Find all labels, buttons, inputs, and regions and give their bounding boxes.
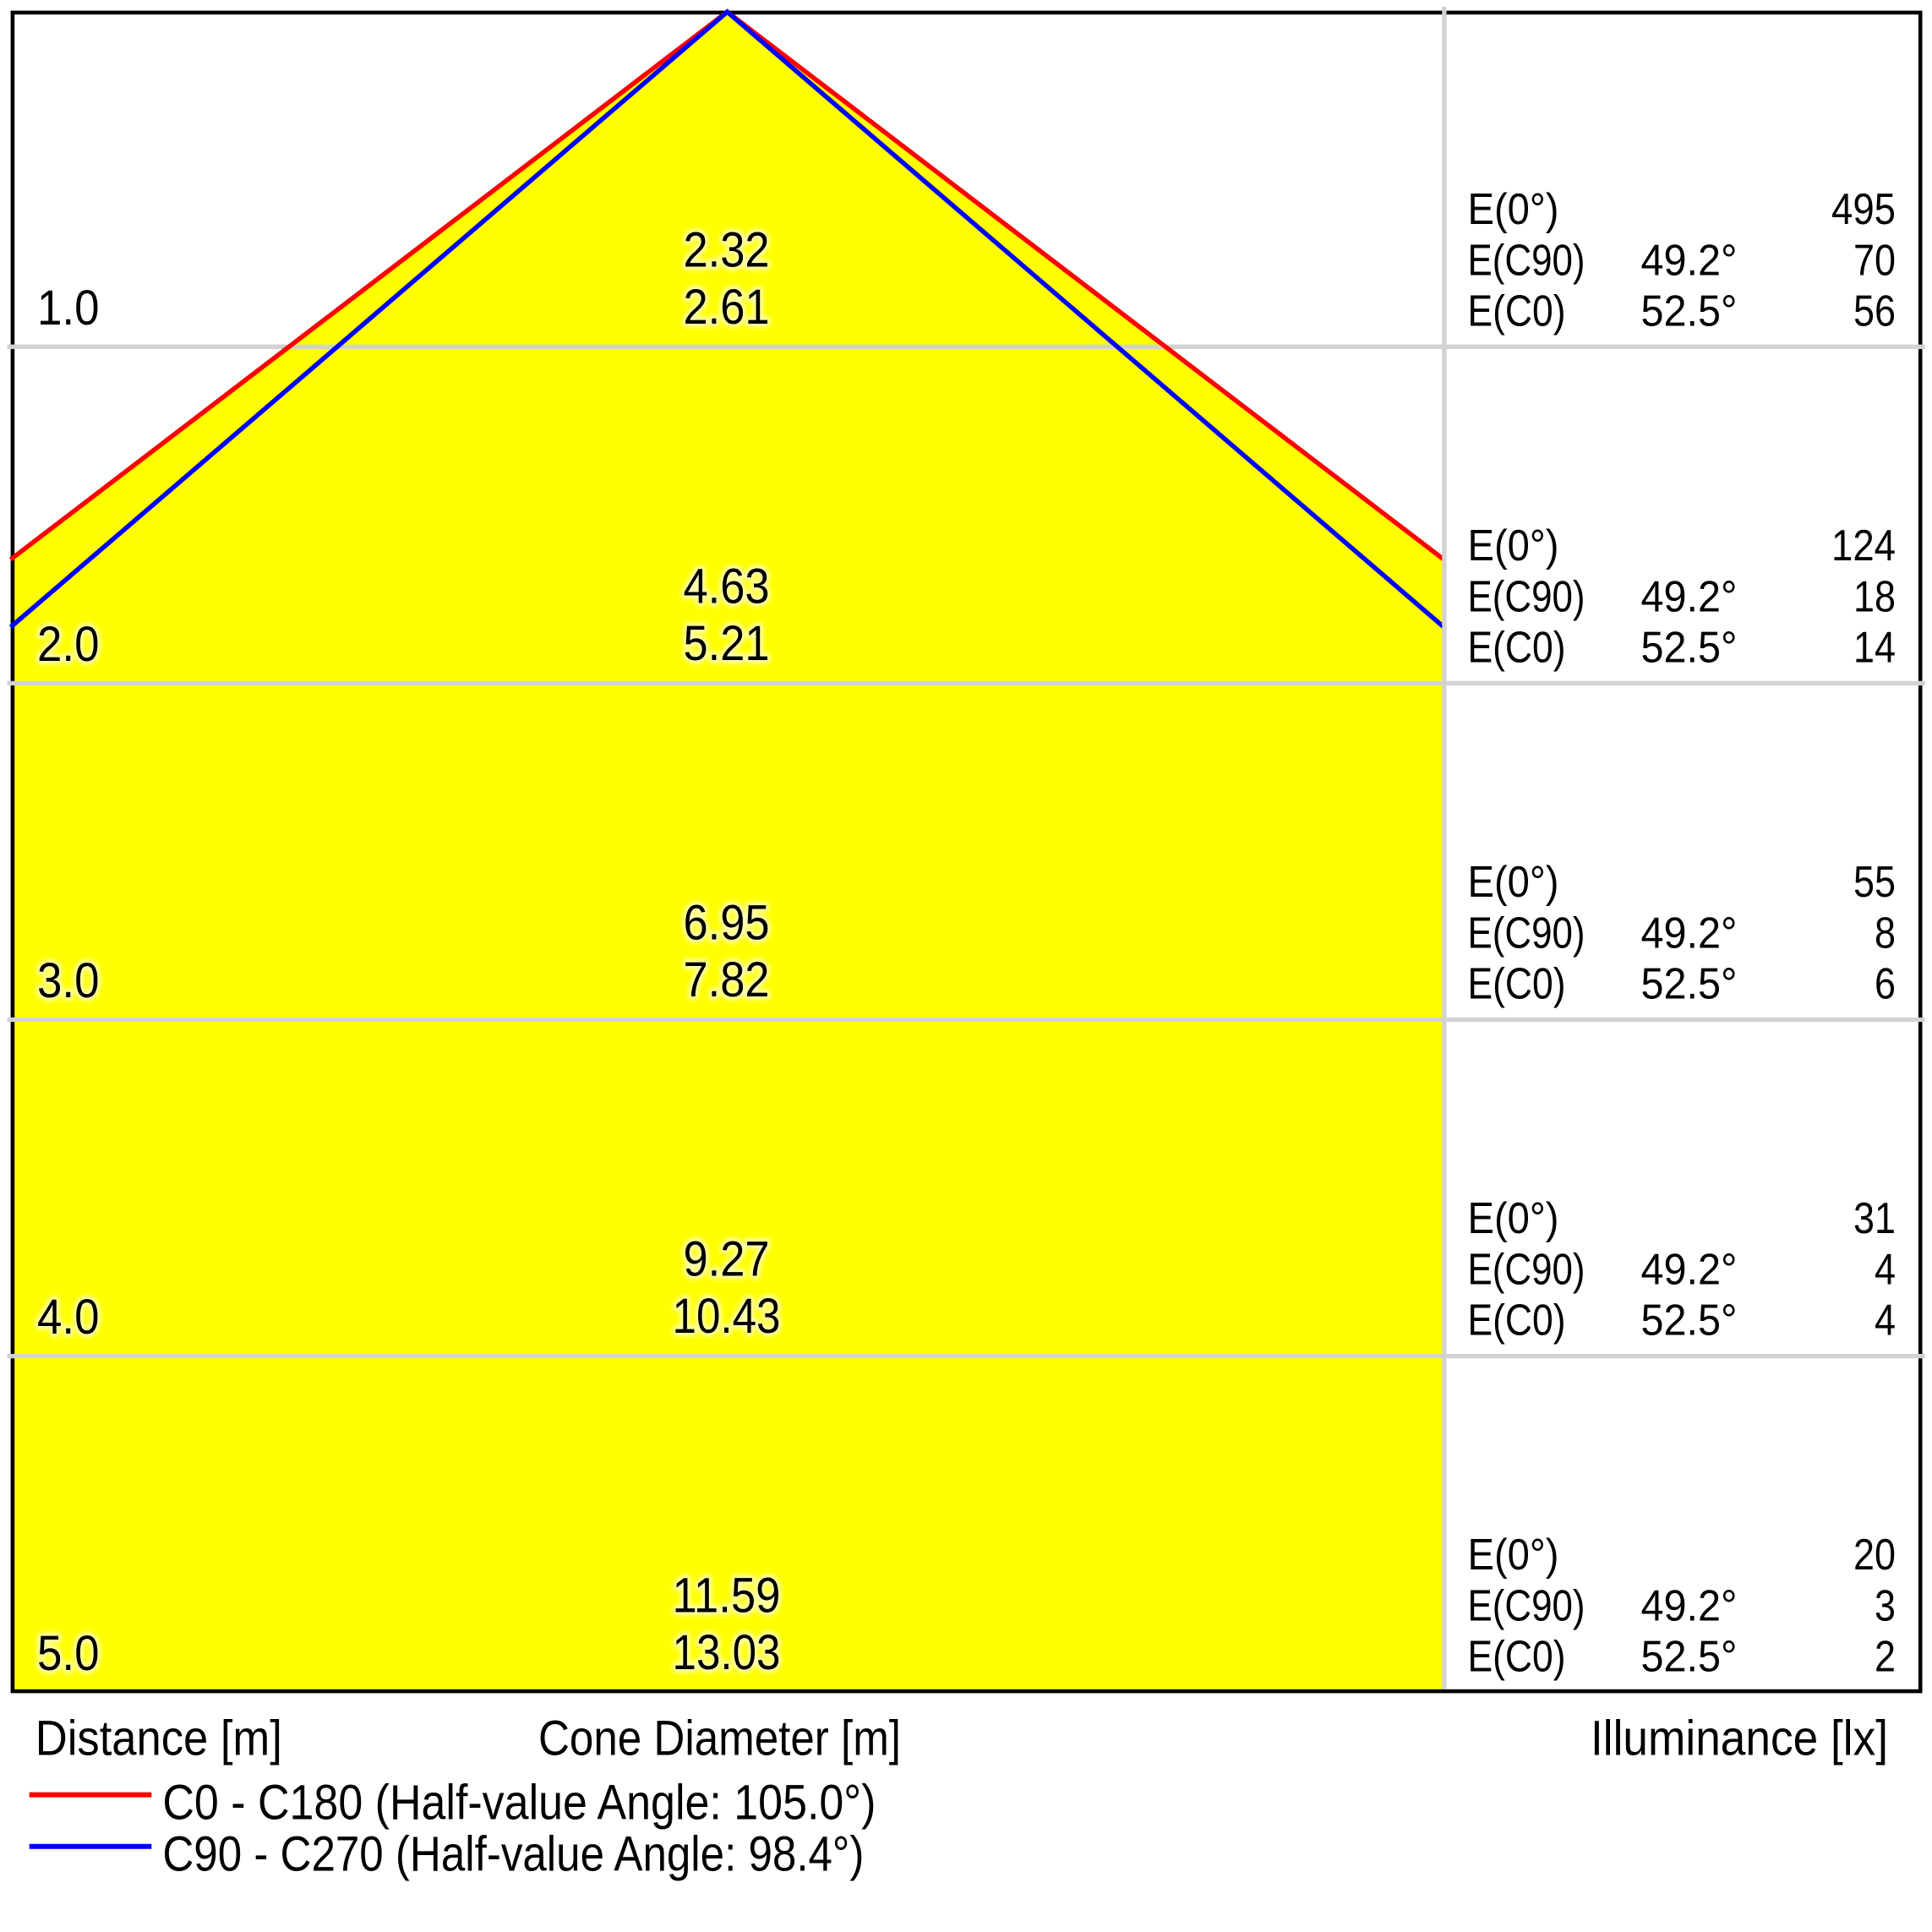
svg-text:E(C0): E(C0) — [1468, 1296, 1566, 1345]
svg-text:1.0: 1.0 — [37, 281, 100, 336]
svg-text:495: 495 — [1831, 184, 1896, 233]
svg-text:6.95: 6.95 — [684, 895, 770, 950]
svg-text:3.0: 3.0 — [37, 953, 100, 1008]
svg-text:13.03: 13.03 — [673, 1625, 781, 1680]
svg-text:C0 - C180 (Half-value Angle: 1: C0 - C180 (Half-value Angle: 105.0°) — [162, 1775, 876, 1830]
svg-text:49.2°: 49.2° — [1641, 571, 1738, 620]
svg-text:Illuminance [lx]: Illuminance [lx] — [1591, 1711, 1888, 1766]
svg-text:18: 18 — [1853, 571, 1896, 620]
svg-text:2.32: 2.32 — [684, 222, 770, 277]
svg-text:3: 3 — [1875, 1581, 1896, 1630]
svg-text:Distance [m]: Distance [m] — [35, 1711, 282, 1766]
svg-text:20: 20 — [1853, 1530, 1896, 1579]
svg-text:Cone Diameter [m]: Cone Diameter [m] — [538, 1711, 901, 1766]
svg-text:52.5°: 52.5° — [1641, 623, 1738, 672]
svg-text:E(C90): E(C90) — [1468, 1581, 1585, 1630]
svg-text:10.43: 10.43 — [673, 1289, 781, 1344]
svg-text:9.27: 9.27 — [684, 1232, 770, 1287]
svg-text:4.63: 4.63 — [684, 559, 770, 614]
svg-text:4.0: 4.0 — [37, 1290, 100, 1345]
svg-text:5.21: 5.21 — [684, 616, 770, 671]
svg-text:52.5°: 52.5° — [1641, 1632, 1738, 1681]
svg-text:5.0: 5.0 — [37, 1626, 100, 1681]
svg-text:4: 4 — [1875, 1296, 1896, 1345]
svg-text:49.2°: 49.2° — [1641, 908, 1738, 957]
svg-text:4.63: 4.63 — [684, 559, 770, 614]
svg-text:55: 55 — [1853, 857, 1896, 906]
svg-text:1.0: 1.0 — [37, 281, 100, 336]
svg-text:13.03: 13.03 — [673, 1625, 781, 1680]
svg-text:10.43: 10.43 — [673, 1289, 781, 1344]
svg-text:7.82: 7.82 — [684, 952, 770, 1007]
svg-text:5.21: 5.21 — [684, 616, 770, 671]
svg-text:3.0: 3.0 — [37, 953, 100, 1008]
svg-text:8: 8 — [1875, 908, 1896, 957]
svg-text:70: 70 — [1853, 235, 1896, 284]
svg-text:E(C90): E(C90) — [1468, 571, 1585, 620]
svg-text:E(C90): E(C90) — [1468, 1244, 1585, 1293]
svg-text:14: 14 — [1853, 623, 1896, 672]
svg-text:2.61: 2.61 — [684, 280, 770, 335]
svg-text:2: 2 — [1875, 1632, 1896, 1681]
svg-text:5.0: 5.0 — [37, 1626, 100, 1681]
svg-text:E(C0): E(C0) — [1468, 623, 1566, 672]
svg-text:E(0°): E(0°) — [1468, 184, 1559, 233]
svg-text:49.2°: 49.2° — [1641, 1581, 1738, 1630]
svg-text:C90 - C270 (Half-value Angle:: C90 - C270 (Half-value Angle: 98.4°) — [162, 1826, 864, 1881]
svg-text:11.59: 11.59 — [673, 1569, 781, 1624]
svg-text:124: 124 — [1831, 521, 1896, 570]
svg-text:6: 6 — [1875, 959, 1896, 1008]
svg-text:E(C90): E(C90) — [1468, 908, 1585, 957]
svg-text:2.32: 2.32 — [684, 222, 770, 277]
svg-text:E(0°): E(0°) — [1468, 1530, 1559, 1579]
svg-text:49.2°: 49.2° — [1641, 235, 1738, 284]
svg-text:E(0°): E(0°) — [1468, 857, 1559, 906]
svg-text:11.59: 11.59 — [673, 1569, 781, 1624]
svg-text:6.95: 6.95 — [684, 895, 770, 950]
svg-text:E(0°): E(0°) — [1468, 1193, 1559, 1242]
svg-text:2.0: 2.0 — [37, 617, 100, 672]
svg-text:E(C0): E(C0) — [1468, 1632, 1566, 1681]
svg-text:2.0: 2.0 — [37, 617, 100, 672]
svg-text:2.61: 2.61 — [684, 280, 770, 335]
svg-text:31: 31 — [1853, 1193, 1896, 1242]
svg-text:56: 56 — [1853, 287, 1896, 336]
svg-text:9.27: 9.27 — [684, 1232, 770, 1287]
svg-text:E(0°): E(0°) — [1468, 521, 1559, 570]
svg-text:E(C90): E(C90) — [1468, 235, 1585, 284]
svg-text:49.2°: 49.2° — [1641, 1244, 1738, 1293]
svg-text:E(C0): E(C0) — [1468, 959, 1566, 1008]
svg-text:52.5°: 52.5° — [1641, 287, 1738, 336]
svg-text:52.5°: 52.5° — [1641, 959, 1738, 1008]
svg-text:7.82: 7.82 — [684, 952, 770, 1007]
svg-text:52.5°: 52.5° — [1641, 1296, 1738, 1345]
svg-text:4: 4 — [1875, 1244, 1896, 1293]
svg-text:4.0: 4.0 — [37, 1290, 100, 1345]
svg-text:E(C0): E(C0) — [1468, 287, 1566, 336]
